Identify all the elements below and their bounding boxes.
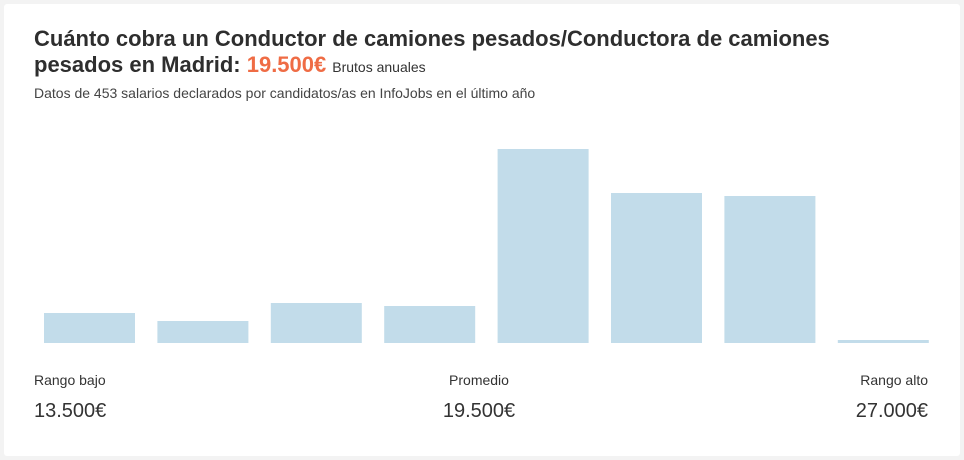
page-title: Cuánto cobra un Conductor de camiones pe… — [34, 26, 914, 80]
histogram-bar — [157, 321, 249, 343]
stat-high-range: Rango alto 27.000€ — [856, 372, 928, 423]
histogram-bar — [270, 303, 362, 343]
high-range-value: 27.000€ — [855, 400, 928, 422]
gross-annual-label: Brutos anuales — [332, 59, 426, 75]
histogram-bar — [384, 306, 476, 343]
histogram-bar — [611, 193, 702, 343]
histogram-bar — [44, 313, 135, 343]
high-range-label: Rango alto — [860, 372, 928, 388]
histogram-bar — [497, 149, 589, 343]
stat-low-range: Rango bajo 13.500€ — [34, 372, 106, 423]
average-salary-highlight: 19.500€ — [246, 52, 327, 77]
histogram-bar — [724, 196, 816, 343]
average-value: 19.500€ — [442, 400, 516, 422]
title-text: Cuánto cobra un Conductor de camiones pe… — [34, 26, 830, 77]
histogram-bar — [837, 340, 929, 343]
data-source-note: Datos de 453 salarios declarados por can… — [34, 85, 536, 101]
low-range-value: 13.500€ — [34, 400, 107, 422]
low-range-label: Rango bajo — [34, 372, 106, 388]
average-label: Promedio — [449, 372, 509, 388]
stat-average: Promedio 19.500€ — [379, 372, 579, 423]
